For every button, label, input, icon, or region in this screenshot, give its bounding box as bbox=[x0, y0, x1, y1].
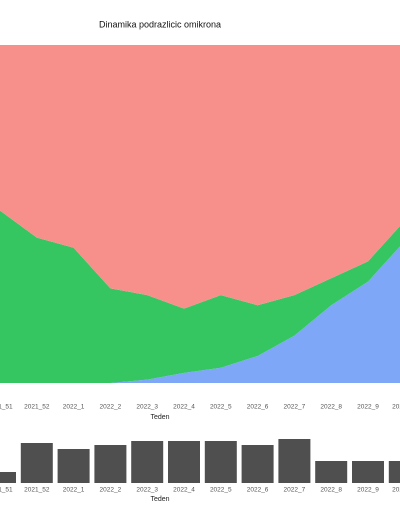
area bbox=[0, 246, 400, 383]
chart-title: Dinamika podrazlicic omikrona bbox=[99, 19, 221, 29]
area bbox=[0, 210, 400, 383]
x-tick-label: 2022_8 bbox=[320, 404, 342, 411]
x-tick-label: 2022_3 bbox=[136, 404, 158, 411]
bar bbox=[352, 461, 384, 483]
x-tick-label: 2021_52 bbox=[24, 487, 50, 494]
x-tick-label: 2022_3 bbox=[136, 487, 158, 494]
x-tick-label: 2022_9 bbox=[357, 487, 379, 494]
x-tick-label: 2022_4 bbox=[173, 404, 195, 411]
x-tick-label: 2022_8 bbox=[320, 487, 342, 494]
x-tick-label: 2022_9 bbox=[357, 404, 379, 411]
bar bbox=[204, 441, 237, 483]
x-tick-label: 2022_7 bbox=[284, 487, 306, 494]
x-axis-title: Teden bbox=[150, 414, 169, 421]
x-tick-label: 2022_10 bbox=[392, 404, 400, 411]
x-tick-label: 2022_4 bbox=[173, 487, 195, 494]
area bbox=[0, 45, 400, 309]
x-tick-label: 2022_5 bbox=[210, 487, 232, 494]
x-tick-label: 2022_1 bbox=[63, 487, 85, 494]
bar bbox=[131, 441, 164, 483]
bar bbox=[57, 449, 90, 483]
x-tick-label: 2022_10 bbox=[392, 487, 400, 494]
x-tick-label: 2021_52 bbox=[24, 404, 50, 411]
x-tick-label: 2021_51 bbox=[0, 404, 13, 411]
x-axis-title: Teden bbox=[150, 496, 169, 503]
bar bbox=[94, 445, 127, 483]
bar bbox=[0, 472, 16, 483]
x-tick-label: 2022_7 bbox=[284, 404, 306, 411]
bar bbox=[278, 439, 311, 483]
x-tick-label: 2022_2 bbox=[100, 404, 122, 411]
x-tick-label: 2022_6 bbox=[247, 487, 269, 494]
bar bbox=[315, 461, 348, 483]
bar bbox=[388, 461, 400, 483]
x-tick-label: 2022_5 bbox=[210, 404, 232, 411]
bar bbox=[241, 445, 274, 483]
bar bbox=[168, 441, 200, 483]
x-tick-label: 2021_51 bbox=[0, 487, 13, 494]
x-tick-label: 2022_2 bbox=[100, 487, 122, 494]
bar bbox=[20, 443, 53, 483]
x-tick-label: 2022_1 bbox=[63, 404, 85, 411]
x-tick-label: 2022_6 bbox=[247, 404, 269, 411]
